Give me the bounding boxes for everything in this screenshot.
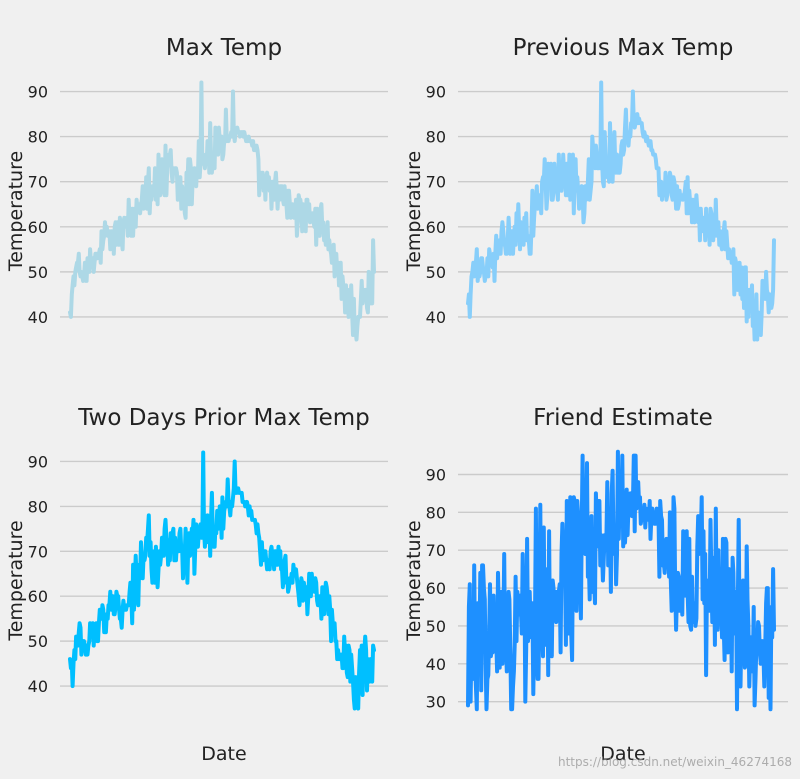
subplot-1: 40 50 60 70 80 90 Max Temp Temperature	[5, 35, 388, 342]
y-tick-label: 40	[426, 308, 446, 327]
y-tick-label: 50	[28, 263, 48, 282]
y-tick-label: 60	[28, 587, 48, 606]
y-axis-label: Temperature	[5, 151, 27, 272]
subplot-4: 30 40 50 60 70 80 90 Friend Estimate Temperature…	[403, 405, 788, 765]
subplot-3: 40 50 60 70 80 90 Two Days Prior Max Temp Tempe…	[5, 405, 388, 765]
y-tick-label: 80	[426, 128, 446, 147]
y-tick-label: 40	[426, 655, 446, 674]
x-axis-label: Date	[600, 743, 645, 765]
y-tick-label: 80	[28, 128, 48, 147]
y-tick-label: 60	[426, 218, 446, 237]
y-tick-label: 90	[28, 83, 48, 102]
y-tick-label: 60	[426, 579, 446, 598]
y-tick-label: 90	[28, 452, 48, 471]
y-axis-label: Temperature	[403, 151, 425, 272]
y-tick-label: 90	[426, 83, 446, 102]
y-tick-label: 50	[28, 632, 48, 651]
subplot-2: 40 50 60 70 80 90 Previous Max Temp Temperature	[403, 35, 788, 342]
chart-title: Max Temp	[166, 35, 282, 61]
x-axis-label: Date	[201, 743, 246, 765]
y-tick-label: 50	[426, 263, 446, 282]
y-tick-label: 60	[28, 218, 48, 237]
chart-title: Two Days Prior Max Temp	[77, 405, 369, 431]
series-line	[68, 80, 376, 342]
series-line	[466, 449, 776, 712]
y-tick-label: 40	[28, 308, 48, 327]
y-axis-label: Temperature	[5, 520, 27, 641]
y-tick-label: 80	[28, 497, 48, 516]
chart-title: Previous Max Temp	[513, 35, 734, 61]
y-tick-label: 50	[426, 617, 446, 636]
y-tick-label: 70	[28, 542, 48, 561]
chart-title: Friend Estimate	[533, 405, 713, 431]
y-tick-label: 90	[426, 466, 446, 485]
y-tick-label: 30	[426, 693, 446, 712]
y-tick-label: 80	[426, 503, 446, 522]
series-line	[466, 80, 776, 342]
y-tick-label: 70	[28, 173, 48, 192]
y-tick-label: 70	[426, 173, 446, 192]
y-tick-label: 40	[28, 677, 48, 696]
series-line	[68, 450, 376, 711]
watermark: https://blog.csdn.net/weixin_46274168	[557, 755, 792, 769]
y-tick-label: 70	[426, 541, 446, 560]
y-axis-label: Temperature	[403, 520, 425, 641]
